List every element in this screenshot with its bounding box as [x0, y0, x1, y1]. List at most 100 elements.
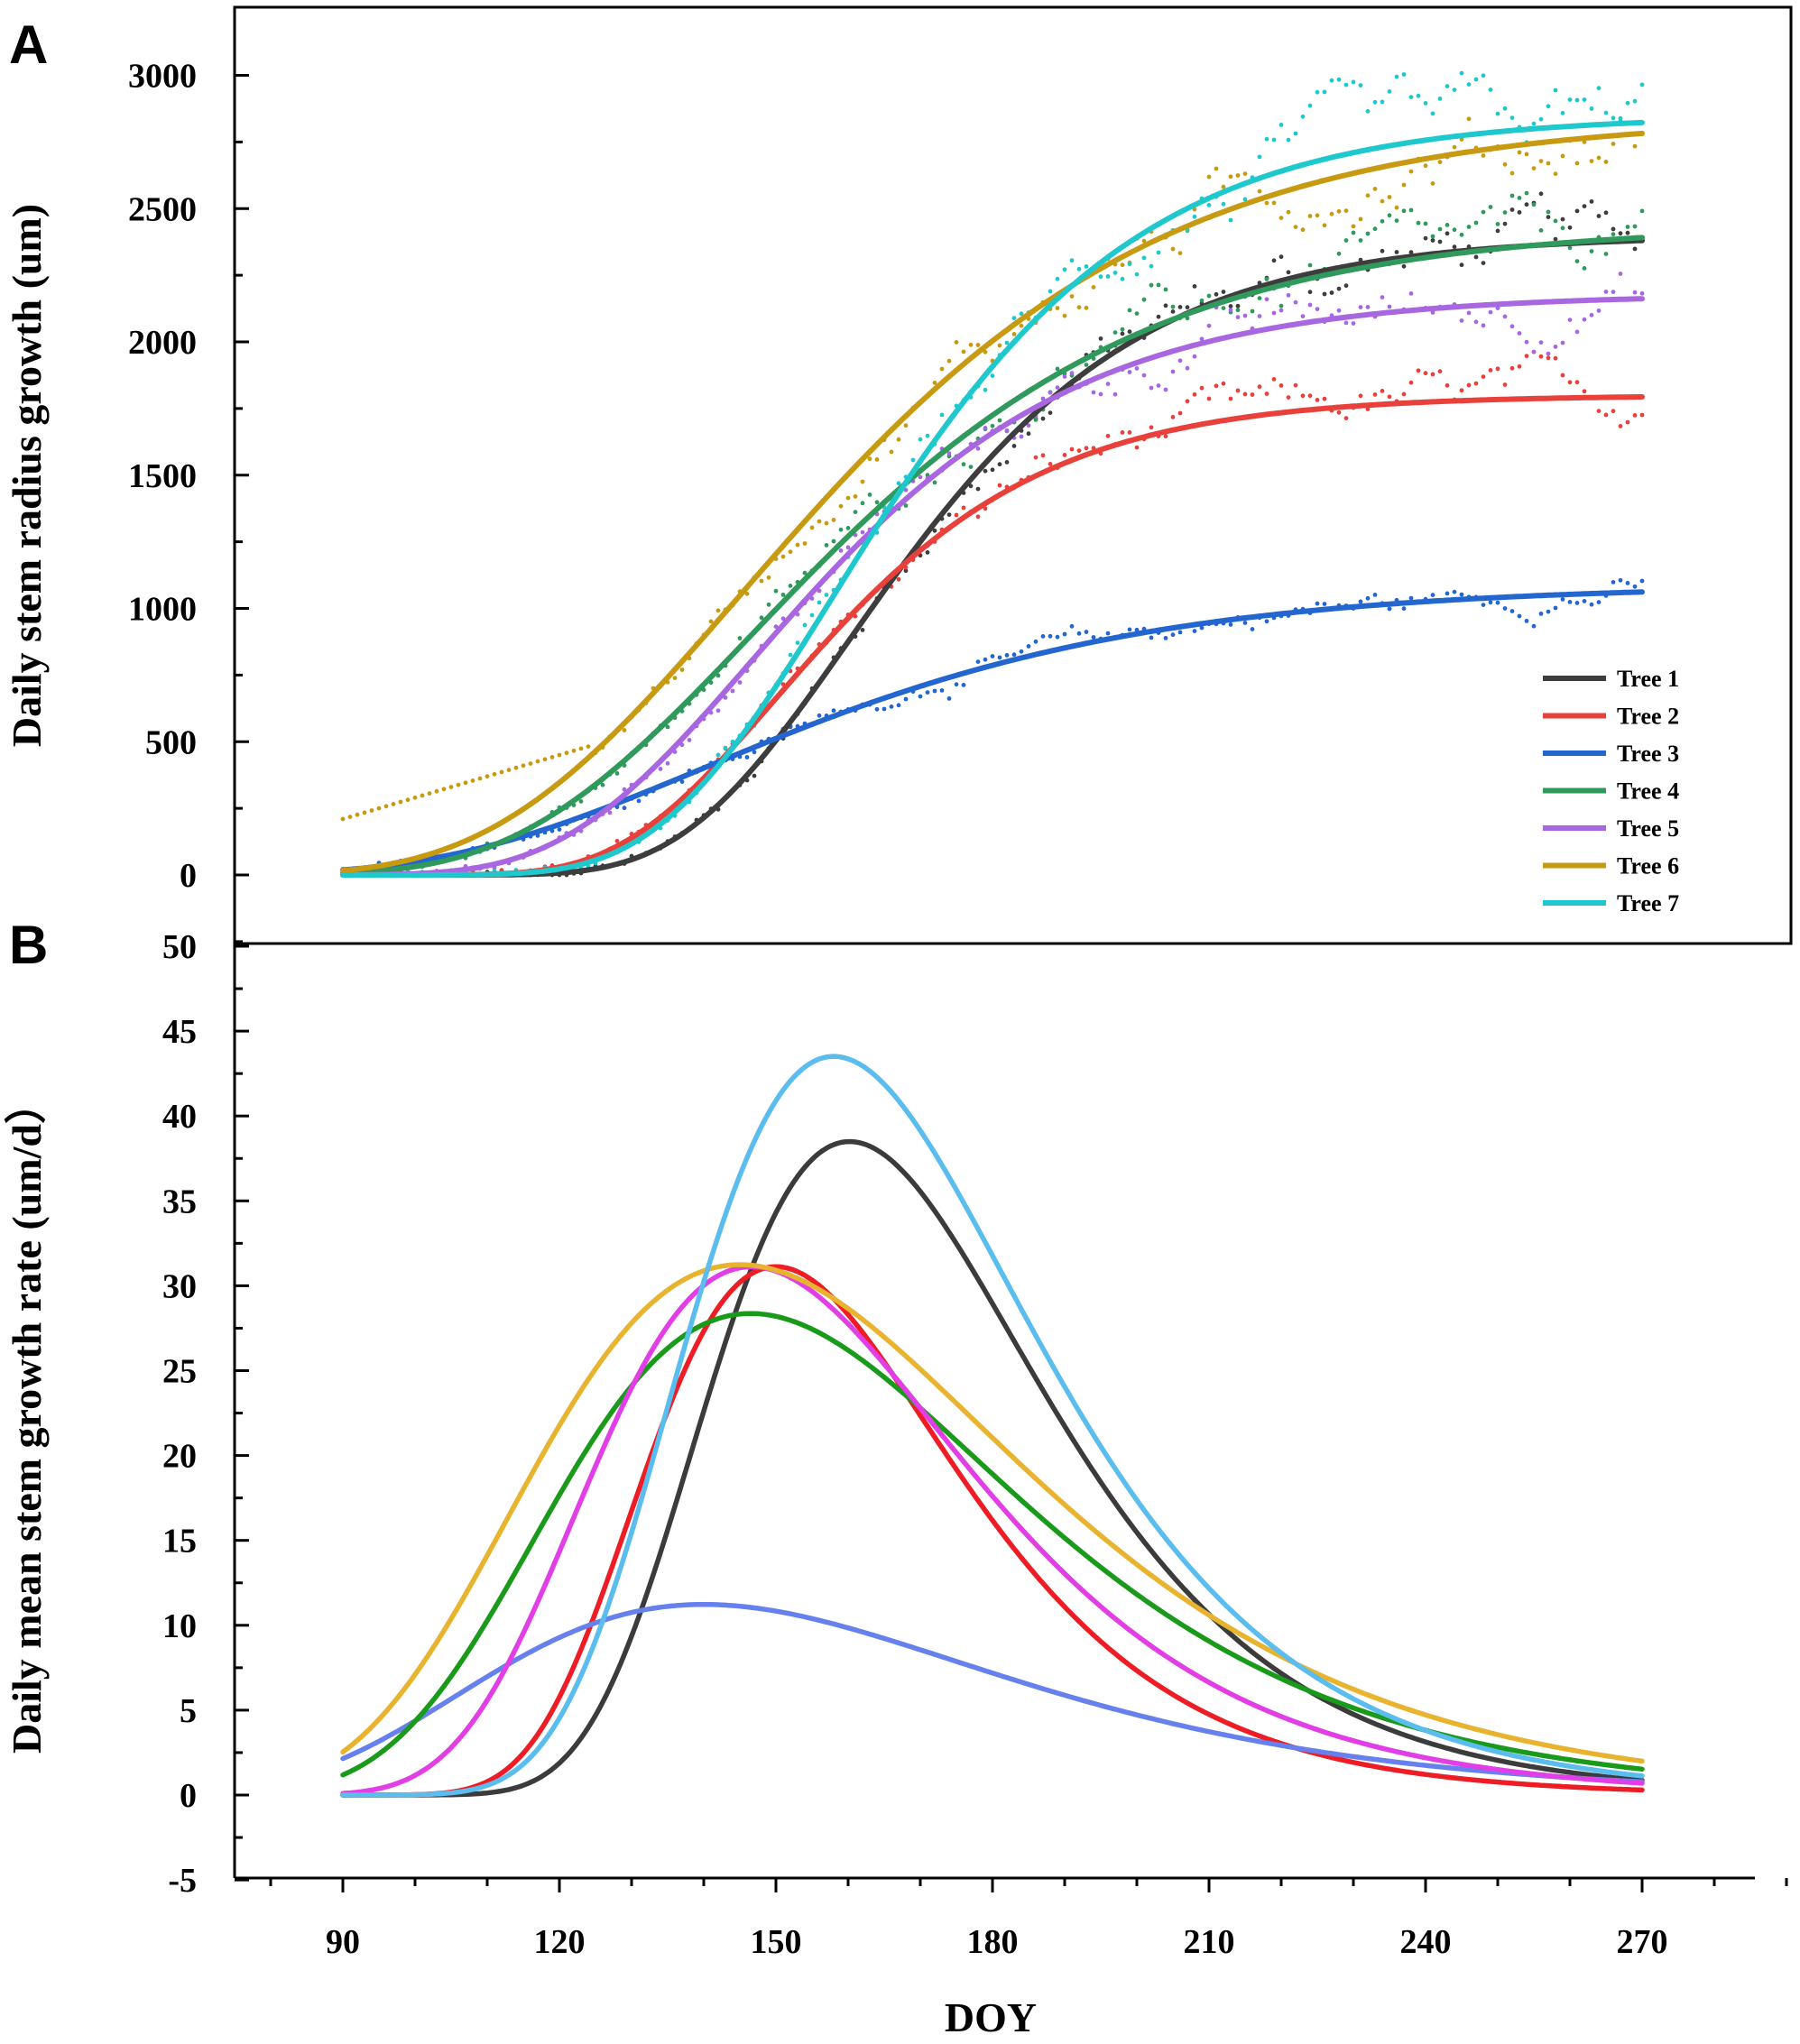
observed-point	[1553, 605, 1558, 611]
observed-point	[1214, 383, 1219, 389]
panel-b-y-tick-label: -5	[168, 1862, 197, 1900]
observed-point	[1084, 630, 1089, 634]
observed-point	[1163, 434, 1168, 439]
observed-point	[1517, 613, 1522, 619]
observed-point	[1098, 336, 1103, 341]
observed-point	[1278, 254, 1284, 260]
observed-point	[1618, 231, 1623, 236]
observed-point	[1452, 227, 1457, 233]
observed-point	[1401, 208, 1407, 214]
observed-point	[1062, 631, 1067, 637]
observed-point	[752, 750, 757, 755]
observed-point	[1358, 83, 1363, 87]
observed-point	[1459, 318, 1464, 323]
observed-point	[1524, 619, 1529, 623]
observed-point	[1632, 98, 1638, 104]
observed-point	[1387, 606, 1392, 612]
observed-point	[1358, 599, 1363, 604]
observed-point	[412, 795, 418, 800]
observed-point	[1315, 601, 1320, 606]
observed-point	[896, 703, 901, 708]
observed-point	[1149, 635, 1154, 640]
observed-point	[622, 806, 627, 811]
observed-point	[1394, 205, 1399, 210]
observed-point	[1603, 412, 1609, 418]
observed-point	[1055, 306, 1060, 310]
observed-point	[1394, 250, 1399, 254]
observed-point	[1286, 137, 1291, 143]
observed-point	[1278, 123, 1284, 127]
observed-point	[1437, 226, 1443, 232]
observed-point	[1149, 282, 1154, 288]
observed-point	[1509, 115, 1515, 121]
observed-point	[1084, 363, 1089, 367]
observed-point	[1019, 323, 1024, 328]
observed-point	[1307, 302, 1313, 308]
observed-point	[896, 437, 901, 442]
observed-point	[1105, 382, 1111, 386]
observed-point	[1235, 173, 1241, 178]
observed-point	[1011, 444, 1017, 448]
observed-point	[1120, 331, 1125, 336]
observed-point	[795, 542, 800, 548]
observed-point	[1524, 339, 1529, 345]
observed-point	[1307, 262, 1313, 268]
observed-point	[1452, 244, 1457, 250]
observed-point	[1430, 111, 1435, 116]
observed-point	[946, 696, 952, 701]
observed-point	[1394, 218, 1399, 224]
observed-point	[1567, 225, 1573, 230]
observed-point	[1257, 189, 1262, 194]
observed-point	[1026, 423, 1031, 428]
observed-point	[1603, 160, 1609, 164]
observed-point	[1098, 274, 1103, 280]
observed-point	[1423, 101, 1428, 106]
observed-point	[1582, 317, 1587, 322]
observed-point	[398, 799, 403, 805]
observed-point	[1329, 211, 1334, 216]
observed-point	[1192, 391, 1197, 397]
panel-b-y-tick-label: 35	[162, 1183, 197, 1220]
observed-point	[1502, 161, 1508, 167]
observed-point	[1343, 82, 1349, 87]
observed-point	[679, 779, 685, 784]
observed-point	[1033, 639, 1038, 644]
observed-point	[1105, 433, 1111, 438]
observed-point	[1589, 312, 1594, 318]
observed-point	[946, 451, 952, 456]
observed-point	[1221, 201, 1226, 207]
observed-point	[1517, 196, 1522, 200]
observed-point	[874, 706, 880, 712]
observed-point	[882, 706, 887, 712]
observed-point	[759, 615, 764, 621]
observed-point	[578, 746, 584, 751]
observed-point	[860, 628, 865, 632]
observed-point	[1495, 366, 1500, 372]
observed-point	[1127, 308, 1132, 313]
observed-point	[1228, 308, 1233, 313]
observed-point	[1098, 391, 1103, 397]
observed-point	[1040, 453, 1046, 458]
observed-point	[1625, 230, 1630, 235]
observed-point	[1076, 631, 1082, 636]
observed-point	[1322, 396, 1327, 401]
observed-point	[824, 543, 829, 548]
observed-point	[679, 668, 685, 672]
observed-point	[1192, 354, 1197, 359]
observed-point	[961, 462, 966, 467]
observed-point	[564, 750, 569, 756]
observed-point	[1567, 600, 1573, 604]
observed-point	[1264, 391, 1269, 396]
x-tick-label: 240	[1400, 1923, 1452, 1961]
observed-point	[990, 467, 995, 473]
observed-point	[1466, 310, 1472, 316]
observed-point	[1278, 303, 1284, 308]
observed-point	[780, 554, 786, 559]
panel-b-y-tick-label: 0	[180, 1777, 197, 1815]
observed-point	[1343, 238, 1349, 243]
observed-point	[1365, 231, 1371, 236]
observed-point	[1293, 131, 1298, 136]
observed-point	[1408, 291, 1414, 296]
observed-point	[1546, 355, 1551, 361]
panel-a-fitted-curves	[340, 119, 1645, 878]
